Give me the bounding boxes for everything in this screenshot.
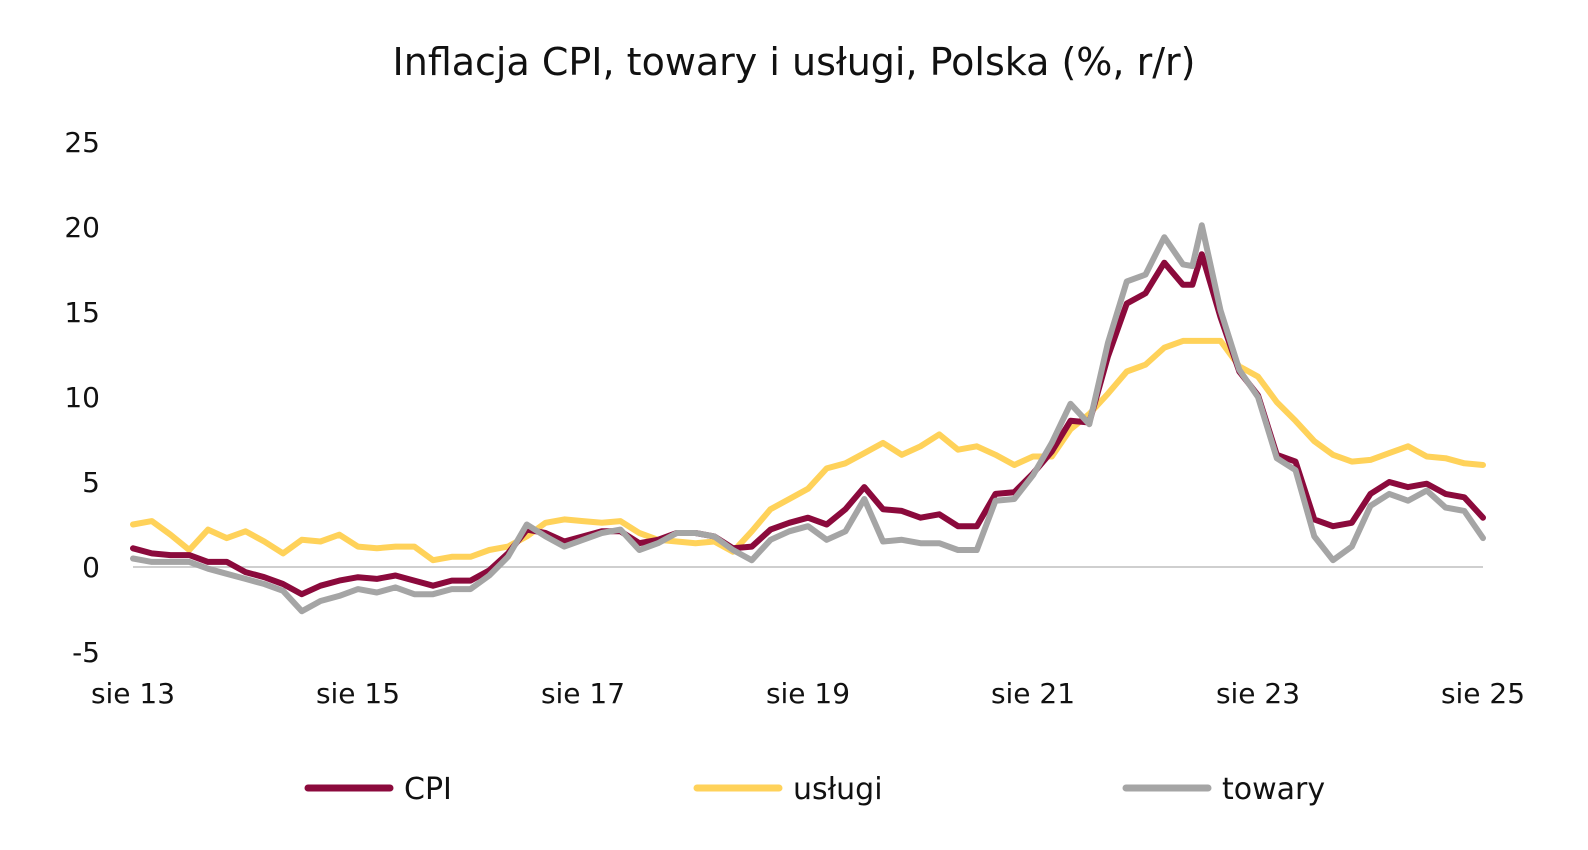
x-tick-label: sie 21 [991, 677, 1075, 710]
legend-label: CPI [404, 772, 452, 807]
y-tick-label: -5 [72, 636, 100, 669]
x-tick-label: sie 17 [541, 677, 625, 710]
x-tick-label: sie 15 [316, 677, 400, 710]
x-tick-label: sie 25 [1441, 677, 1525, 710]
legend-label: towary [1222, 772, 1325, 807]
y-tick-label: 0 [82, 551, 100, 584]
y-axis-ticks: 25 20 15 10 5 0 -5 [64, 126, 100, 669]
y-tick-label: 15 [64, 296, 100, 329]
y-tick-label: 10 [64, 381, 100, 414]
x-axis-ticks: sie 13 sie 15 sie 17 sie 19 sie 21 sie 23 sie … [91, 677, 1525, 710]
y-tick-label: 20 [64, 211, 100, 244]
x-tick-label: sie 23 [1216, 677, 1300, 710]
chart-title: Inflacja CPI, towary i usługi, Polska (%… [393, 40, 1196, 84]
x-tick-label: sie 19 [766, 677, 850, 710]
y-tick-label: 5 [82, 466, 100, 499]
y-tick-label: 25 [64, 126, 100, 159]
chart-legend: CPI usługi towary [308, 772, 1325, 807]
series-line-cpi [133, 254, 1483, 594]
legend-label: usługi [793, 772, 883, 807]
x-tick-label: sie 13 [91, 677, 175, 710]
series-line-towary [133, 225, 1483, 611]
series-lines [133, 225, 1483, 611]
